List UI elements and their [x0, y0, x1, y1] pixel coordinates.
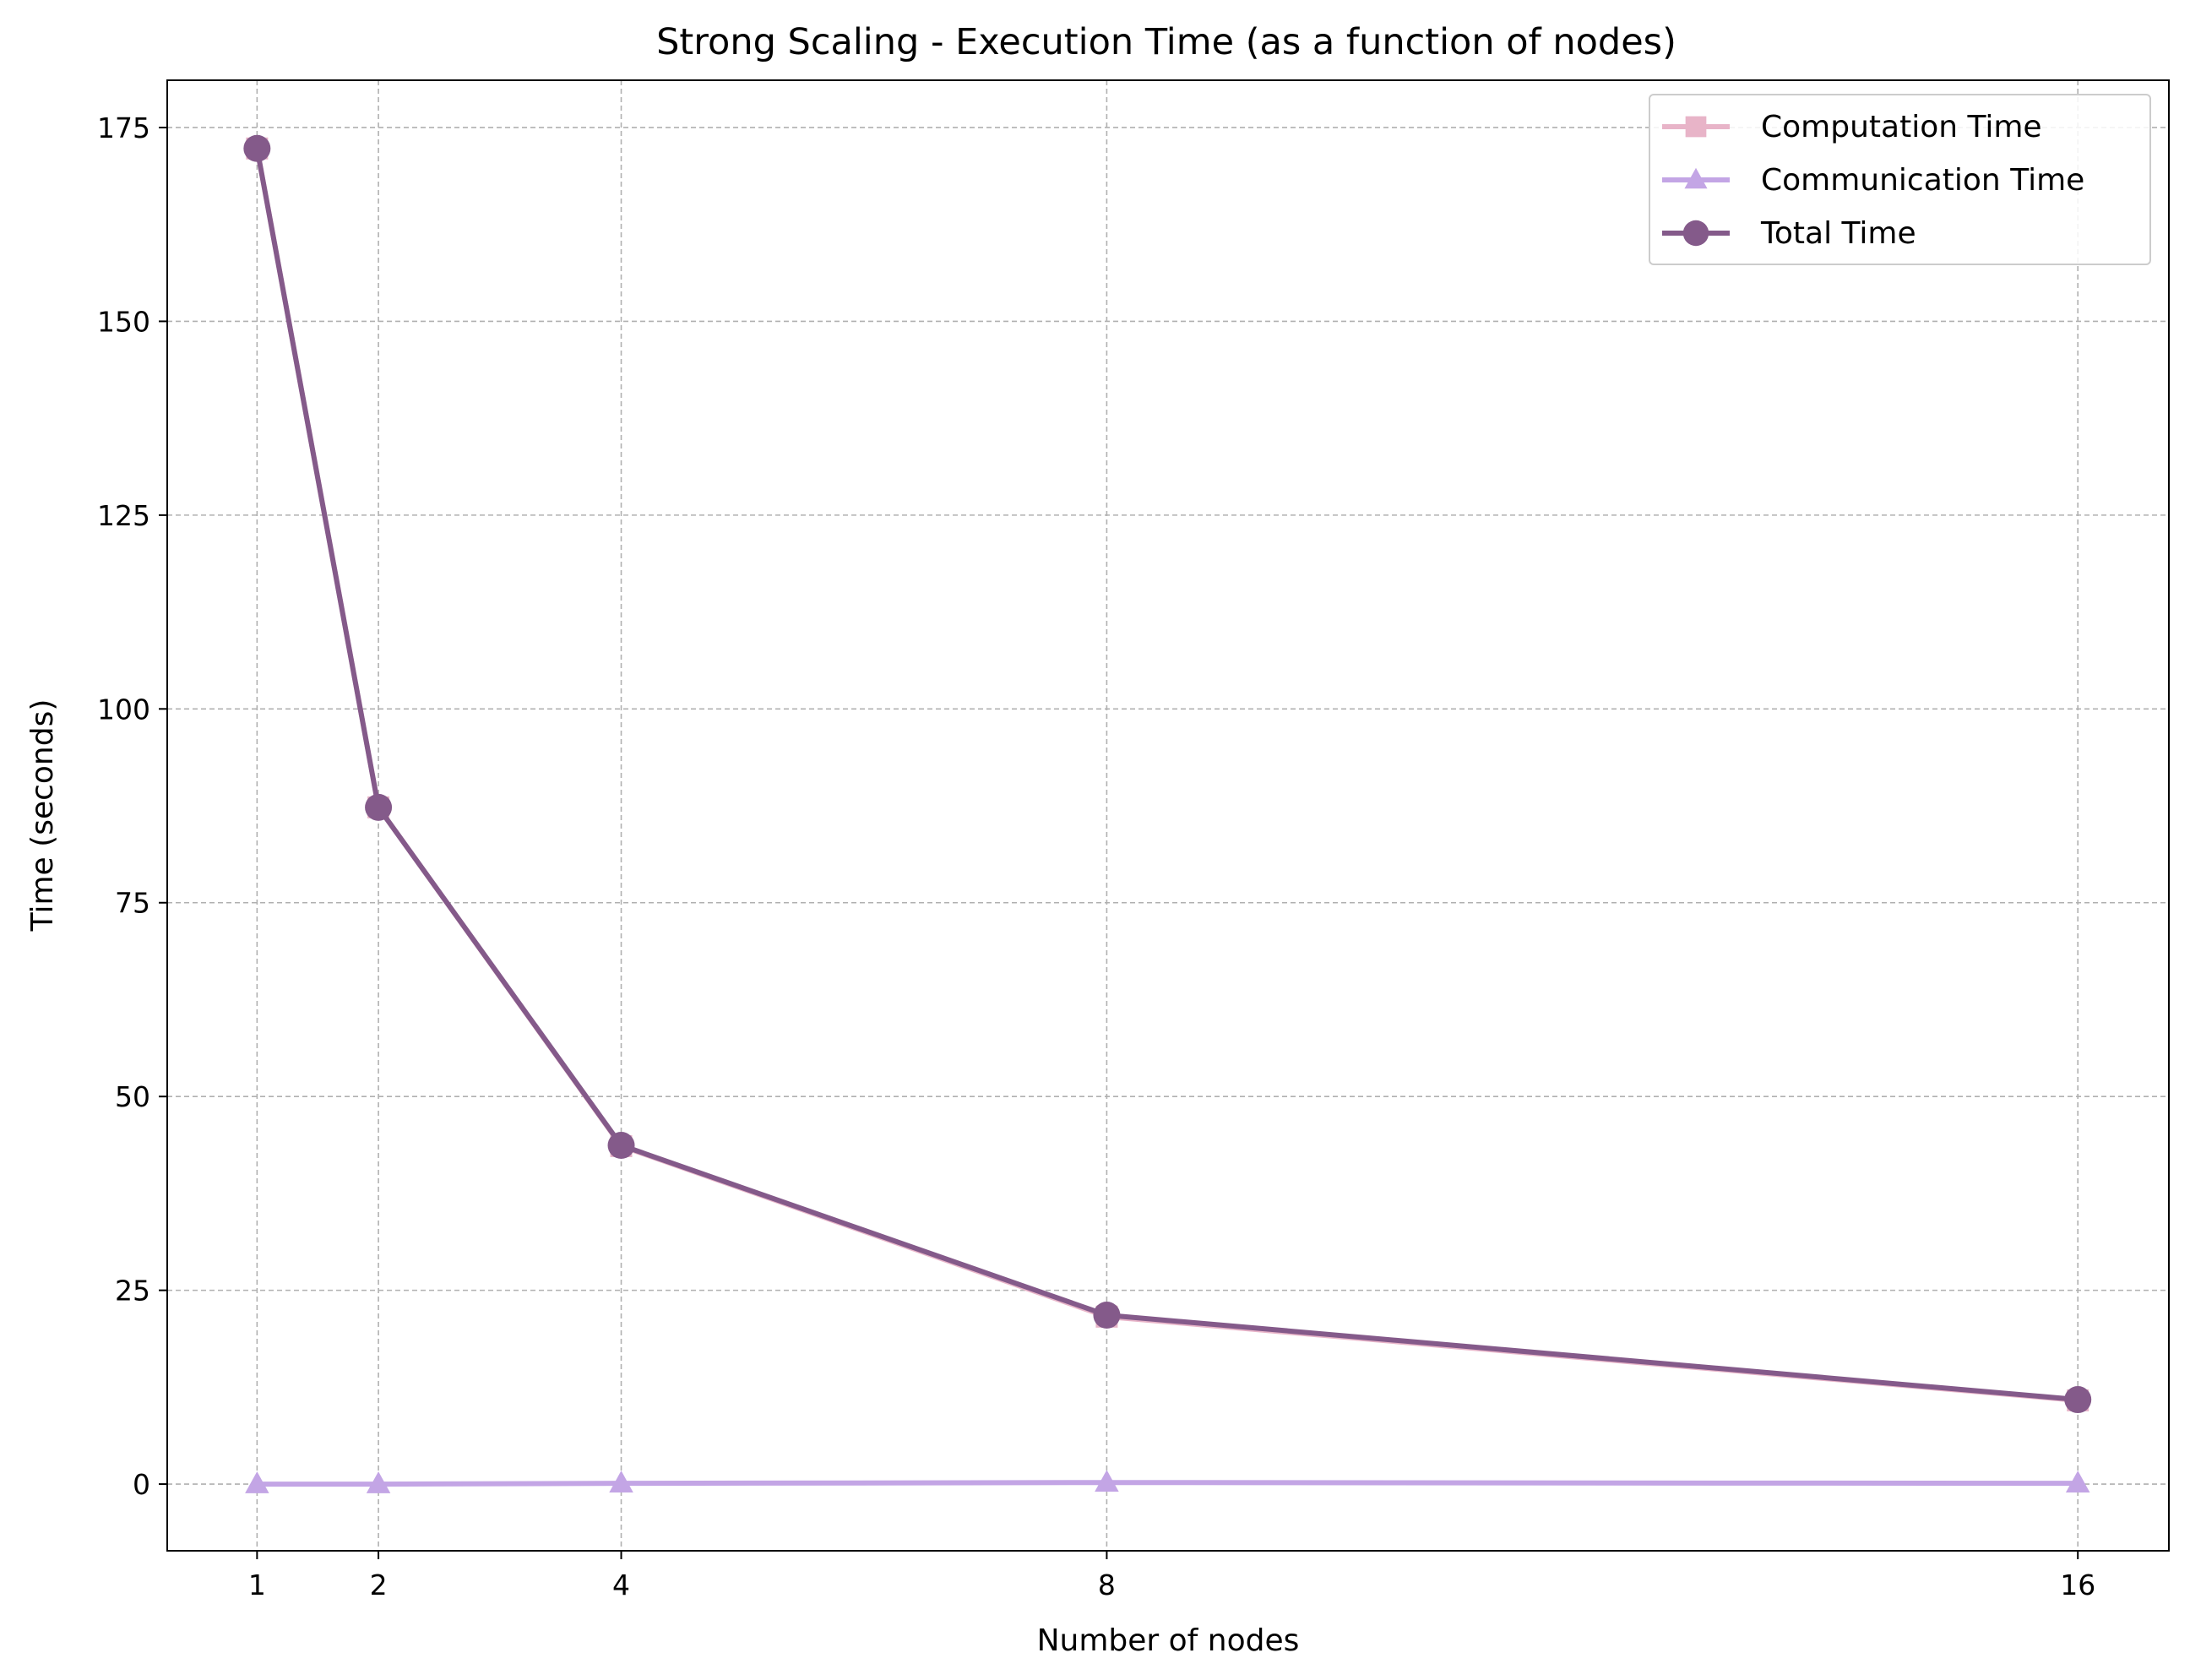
x-tick-label: 1: [248, 1569, 266, 1601]
y-tick-label: 0: [133, 1468, 150, 1501]
data-point-triangle: [366, 1471, 391, 1493]
chart-title: Strong Scaling - Execution Time (as a fu…: [656, 21, 1676, 63]
data-point-circle: [1682, 220, 1709, 247]
legend-entry: Computation Time: [1662, 110, 2042, 144]
data-point-triangle: [1095, 1470, 1119, 1492]
data-point-triangle: [609, 1471, 633, 1492]
data-point-circle: [607, 1132, 635, 1160]
legend-box: [1649, 94, 2151, 265]
x-axis-title: Number of nodes: [1037, 1623, 1300, 1658]
x-tick-label: 8: [1098, 1569, 1116, 1601]
y-tick-label: 150: [97, 305, 150, 338]
legend-entry: Communication Time: [1662, 163, 2084, 198]
data-point-triangle: [1684, 167, 1708, 189]
data-point-circle: [1093, 1301, 1121, 1329]
y-tick-label: 25: [115, 1275, 150, 1308]
data-point-circle: [2064, 1386, 2092, 1414]
x-axis: 1 2 4 8 16: [248, 1551, 2095, 1601]
legend-label: Communication Time: [1761, 163, 2084, 198]
x-tick-label: 16: [2060, 1569, 2095, 1601]
series-layer: [243, 134, 2092, 1493]
y-axis-title: Time (seconds): [25, 699, 60, 932]
series-line: [254, 1480, 2081, 1487]
y-tick-label: 50: [115, 1080, 150, 1113]
legend-entry: Total Time: [1662, 216, 1916, 251]
legend: Computation Time Communication Time Total …: [1649, 94, 2151, 265]
data-point-square: [1685, 116, 1707, 138]
plot-frame: [166, 79, 2170, 1552]
data-point-triangle: [2065, 1471, 2090, 1492]
y-tick-label: 100: [97, 693, 150, 726]
y-tick-label: 175: [97, 111, 150, 144]
series-total-time: [243, 134, 2092, 1414]
data-point-circle: [365, 793, 393, 821]
data-point-triangle: [245, 1471, 269, 1493]
data-point-circle: [243, 134, 271, 162]
y-axis: 0 25 50 75 100 125 150 175: [97, 111, 167, 1501]
y-tick-label: 75: [115, 887, 150, 920]
legend-entries: Computation Time Communication Time Total …: [1662, 110, 2084, 251]
legend-label: Total Time: [1760, 216, 1916, 251]
y-tick-label: 125: [97, 499, 150, 532]
series-communication-time: [245, 1470, 2090, 1493]
legend-label: Computation Time: [1761, 110, 2042, 144]
plot-area: [166, 79, 2170, 1552]
x-tick-label: 2: [370, 1569, 388, 1601]
plot-background: [167, 80, 2169, 1551]
x-tick-label: 4: [612, 1569, 630, 1601]
